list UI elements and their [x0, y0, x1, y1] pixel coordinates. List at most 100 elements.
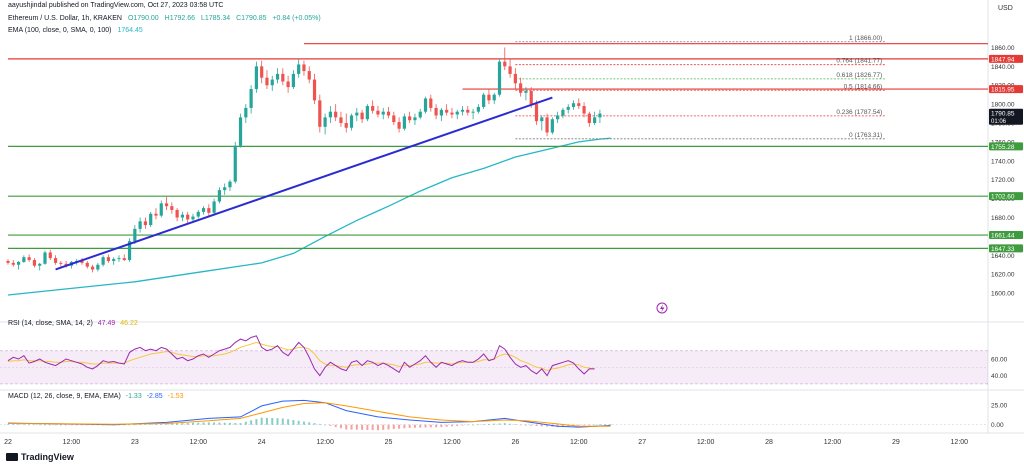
- macd-histogram-bar: [366, 424, 369, 430]
- macd-histogram-bar: [59, 424, 62, 426]
- candle-down: [59, 260, 63, 267]
- macd-histogram-bar: [424, 424, 427, 428]
- macd-histogram-bar: [302, 421, 305, 425]
- macd-histogram-bar: [75, 424, 78, 426]
- macd-histogram-bar: [65, 424, 68, 426]
- candle-body: [482, 94, 486, 107]
- candle-body: [254, 66, 258, 90]
- rsi-legend[interactable]: RSI (14, close, SMA, 14, 2) 47.49 46.22: [8, 320, 138, 327]
- candle-up: [556, 111, 560, 124]
- candle-down: [582, 102, 586, 118]
- level-label-bg: [989, 244, 1023, 253]
- macd-histogram-bar: [117, 424, 120, 426]
- candle-body: [503, 61, 507, 67]
- macd-legend[interactable]: MACD (12, 26, close, 9, EMA, EMA) -1.33 …: [8, 393, 184, 400]
- rsi-tick-label: 60.00: [991, 357, 1008, 364]
- ema-legend[interactable]: EMA (100, close, 0, SMA, 0, 100) 1764.45: [8, 27, 143, 34]
- candle-up: [550, 117, 554, 135]
- candle-down: [397, 117, 401, 133]
- candle-up: [598, 109, 602, 124]
- candle-down: [429, 94, 433, 112]
- macd-histogram-bar: [604, 424, 607, 425]
- candle-body: [196, 211, 200, 217]
- candle-body: [281, 73, 285, 82]
- candle-down: [32, 258, 37, 268]
- tradingview-brand[interactable]: TradingView: [6, 452, 74, 462]
- candle-down: [434, 104, 438, 120]
- macd-histogram-bar: [276, 418, 279, 425]
- candle-body: [307, 71, 311, 80]
- macd-histogram-bar: [287, 419, 290, 425]
- macd-histogram-bar: [86, 424, 89, 426]
- level-label-bg: [989, 54, 1023, 63]
- macd-histogram-bar: [239, 423, 242, 425]
- candle-body: [593, 117, 597, 124]
- candle-down: [27, 254, 31, 262]
- macd-histogram-bar: [54, 424, 57, 426]
- macd-histogram-bar: [91, 424, 94, 426]
- time-tick-label: 12:00: [316, 439, 334, 446]
- time-tick-label: 12:00: [189, 439, 207, 446]
- candle-up: [138, 217, 142, 233]
- price-tick-label: 1620.00: [991, 272, 1015, 279]
- price-tick-label: 1720.00: [991, 177, 1015, 184]
- candle-up: [112, 257, 116, 265]
- macd-histogram-bar: [445, 424, 448, 427]
- candle-body: [122, 258, 126, 261]
- candle-body: [212, 201, 216, 213]
- macd-histogram-bar: [546, 424, 549, 427]
- time-tick-label: 29: [892, 439, 900, 446]
- macd-histogram-bar: [514, 424, 517, 425]
- time-tick-label: 28: [765, 439, 773, 446]
- candle-down: [106, 254, 111, 263]
- candle-up: [593, 111, 597, 125]
- level-label: 1647.33: [991, 246, 1015, 253]
- candle-down: [371, 100, 375, 114]
- candle-up: [297, 58, 301, 78]
- candle-body: [334, 111, 338, 118]
- price-tick-label: 1640.00: [991, 253, 1015, 260]
- candle-up: [270, 75, 274, 91]
- macd-histogram-bar: [228, 422, 231, 425]
- macd-histogram-bar: [509, 423, 512, 425]
- time-tick-label: 22: [4, 439, 12, 446]
- candle-body: [265, 77, 269, 86]
- macd-histogram-bar: [128, 424, 131, 426]
- candle-up: [418, 108, 422, 120]
- macd-hist-value: -1.33: [125, 393, 142, 400]
- macd-histogram-bar: [292, 420, 295, 425]
- candle-up: [524, 87, 528, 101]
- candle-body: [286, 81, 290, 88]
- rsi-line: [7, 335, 595, 377]
- candle-up: [238, 113, 243, 148]
- candle-down: [577, 98, 581, 109]
- candle-body: [312, 79, 317, 101]
- currency-label: USD: [998, 5, 1013, 12]
- macd-histogram-bar: [260, 417, 263, 425]
- candle-down: [143, 217, 148, 229]
- candle-body: [466, 109, 470, 113]
- candle-up: [571, 100, 576, 110]
- time-tick-label: 12:00: [63, 439, 81, 446]
- candle-up: [365, 104, 369, 122]
- candle-up: [349, 113, 354, 131]
- macd-histogram-bar: [218, 422, 221, 425]
- macd-histogram-bar: [149, 424, 152, 425]
- macd-histogram-bar: [403, 424, 406, 429]
- candle-body: [302, 64, 306, 72]
- candle-up: [244, 104, 248, 124]
- candle-up: [355, 107, 359, 122]
- macd-histogram-bar: [17, 424, 20, 426]
- macd-histogram-bar: [561, 424, 564, 427]
- macd-histogram-bar: [598, 424, 601, 426]
- candle-up: [492, 92, 496, 105]
- candle-body: [508, 66, 512, 74]
- candle-body: [487, 94, 491, 101]
- macd-histogram-bar: [271, 418, 274, 425]
- candle-body: [497, 61, 502, 95]
- candle-up: [149, 211, 153, 227]
- candle-body: [207, 208, 211, 213]
- macd-histogram-bar: [503, 423, 506, 425]
- macd-histogram-bar: [487, 423, 490, 425]
